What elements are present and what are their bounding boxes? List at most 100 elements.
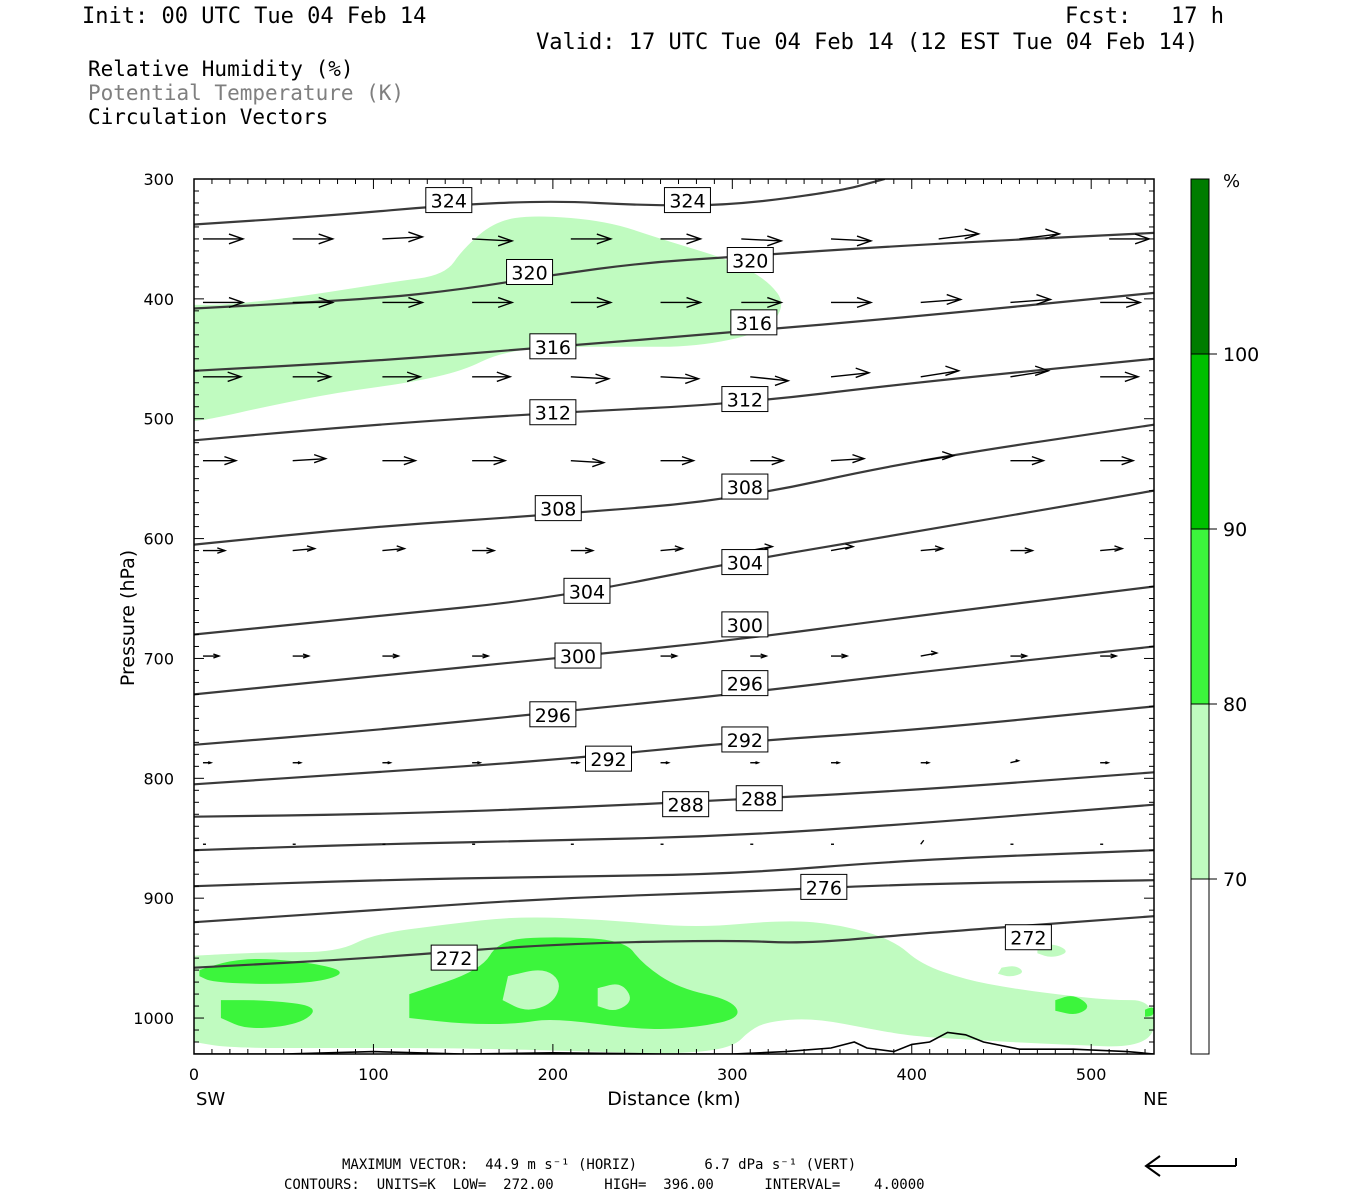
legend-rh: Relative Humidity (%): [88, 57, 354, 81]
rh-region-80-9: [1145, 1007, 1154, 1017]
axis-tick-labels: 300 400 500 600 700 800 900 1000 0 100 200 300 400 50…: [133, 170, 1106, 1084]
circulation-vectors: [202, 228, 1152, 845]
theta-label-text: 292: [727, 730, 763, 752]
vector-arrow: [920, 365, 961, 378]
theta-label: 300: [721, 611, 769, 638]
colorbar-unit: %: [1223, 171, 1240, 192]
y-tick-label: 600: [143, 530, 174, 549]
vector-arrow: [1010, 365, 1051, 378]
axis-ticks: [193, 178, 1154, 1055]
vector-arrow: [570, 547, 595, 554]
vector-arrow: [472, 455, 508, 466]
theta-line-280: [194, 849, 1154, 888]
vector-arrow: [570, 296, 613, 309]
vector-arrow: [382, 761, 393, 765]
vector-arrow: [472, 653, 491, 659]
vector-arrow: [202, 547, 228, 554]
theta-label-box: [721, 611, 769, 638]
y-axis-title: Pressure (hPa): [117, 550, 139, 686]
vector-arrow: [472, 761, 483, 765]
theta-line-296: [194, 645, 1154, 746]
theta-label: 300: [554, 642, 602, 669]
vector-arrow: [920, 545, 945, 552]
theta-label: 320: [726, 247, 774, 274]
theta-line-320: [194, 231, 1154, 310]
theta-label-text: 296: [727, 674, 763, 696]
vector-arrow: [382, 545, 407, 552]
vector-arrow: [830, 543, 856, 552]
rh-region-70-0: [194, 216, 782, 422]
theta-label-text: 276: [806, 877, 842, 899]
theta-label-text: 308: [727, 477, 763, 499]
contours-note: CONTOURS: UNITS=K LOW= 272.00 HIGH= 396.…: [284, 1177, 925, 1193]
y-tick-label: 500: [143, 410, 174, 429]
y-tick-label: 700: [143, 649, 174, 668]
theta-label-box: [721, 549, 769, 576]
vector-arrow: [1100, 545, 1125, 552]
init-time: Init: 00 UTC Tue 04 Feb 14: [82, 4, 427, 29]
vector-arrow: [382, 296, 425, 309]
theta-label-box: [529, 399, 577, 426]
vector-arrow: [920, 650, 939, 657]
theta-label-text: 300: [560, 646, 596, 668]
vector-arrow: [382, 371, 423, 383]
theta-label-text: 316: [736, 313, 772, 335]
legend-vectors: Circulation Vectors: [88, 105, 329, 129]
theta-label-text: 324: [431, 191, 467, 213]
colorbar-bin: [1191, 179, 1209, 354]
x-end-right: NE: [1143, 1089, 1168, 1110]
colorbar-bin: [1191, 354, 1209, 529]
vector-arrow: [920, 450, 956, 462]
vector-arrow: [831, 761, 842, 765]
vector-arrow: [741, 296, 784, 309]
plot-frame: [193, 178, 1155, 1055]
vector-arrow: [1010, 455, 1046, 466]
vector-arrow: [1100, 296, 1143, 309]
vector-arrow: [938, 228, 981, 240]
theta-label-box: [800, 873, 848, 900]
theta-label-text: 272: [1010, 928, 1046, 950]
vector-arrow: [472, 296, 515, 309]
theta-label-box: [529, 701, 577, 728]
legend-theta: Potential Temperature (K): [88, 81, 405, 105]
vector-arrow: [570, 233, 613, 245]
theta-label-box: [425, 187, 473, 214]
x-axis-title: Distance (km): [607, 1088, 740, 1110]
vector-arrow: [1010, 547, 1035, 554]
theta-label: 320: [506, 258, 554, 285]
contour-labels: 324 324 320 320 316 316 312 312 308 308 304 304 300 3…: [425, 187, 1052, 971]
vector-arrow: [292, 371, 333, 383]
theta-label: 292: [721, 726, 769, 753]
theta-label-text: 288: [741, 789, 777, 811]
vector-arrow: [382, 231, 425, 243]
theta-label: 316: [529, 333, 577, 360]
vector-arrow: [741, 235, 784, 247]
rh-region-80-8: [1055, 996, 1088, 1014]
theta-label-box: [721, 726, 769, 753]
vector-arrow: [292, 453, 328, 464]
vector-arrow: [292, 761, 303, 765]
theta-line-288: [194, 771, 1154, 818]
colorbar: 70 80 90 100: [1190, 178, 1259, 1055]
vector-arrow: [660, 653, 679, 659]
theta-label-text: 324: [669, 191, 705, 213]
theta-label: 296: [529, 701, 577, 728]
theta-label: 324: [663, 187, 711, 214]
theta-line-300: [194, 585, 1154, 696]
vector-arrow: [202, 296, 246, 309]
x-tick-label: 300: [717, 1065, 748, 1084]
max-vector-note: MAXIMUM VECTOR: 44.9 m s⁻¹ (HORIZ) 6.7 d…: [342, 1157, 857, 1173]
vector-arrow: [750, 455, 786, 466]
theta-label-text: 304: [569, 581, 605, 603]
valid-time: Valid: 17 UTC Tue 04 Feb 14 (12 EST Tue …: [536, 30, 1199, 55]
colorbar-label: 70: [1223, 869, 1247, 891]
vector-arrow: [750, 653, 769, 659]
theta-label-box: [563, 577, 611, 604]
theta-line-308: [194, 423, 1154, 546]
theta-label-box: [721, 473, 769, 500]
theta-label-text: 272: [436, 948, 472, 970]
reference-vector-icon: [1144, 1155, 1237, 1177]
y-tick-label: 900: [143, 889, 174, 908]
theta-label-text: 320: [511, 262, 547, 284]
theta-label-text: 304: [727, 553, 763, 575]
